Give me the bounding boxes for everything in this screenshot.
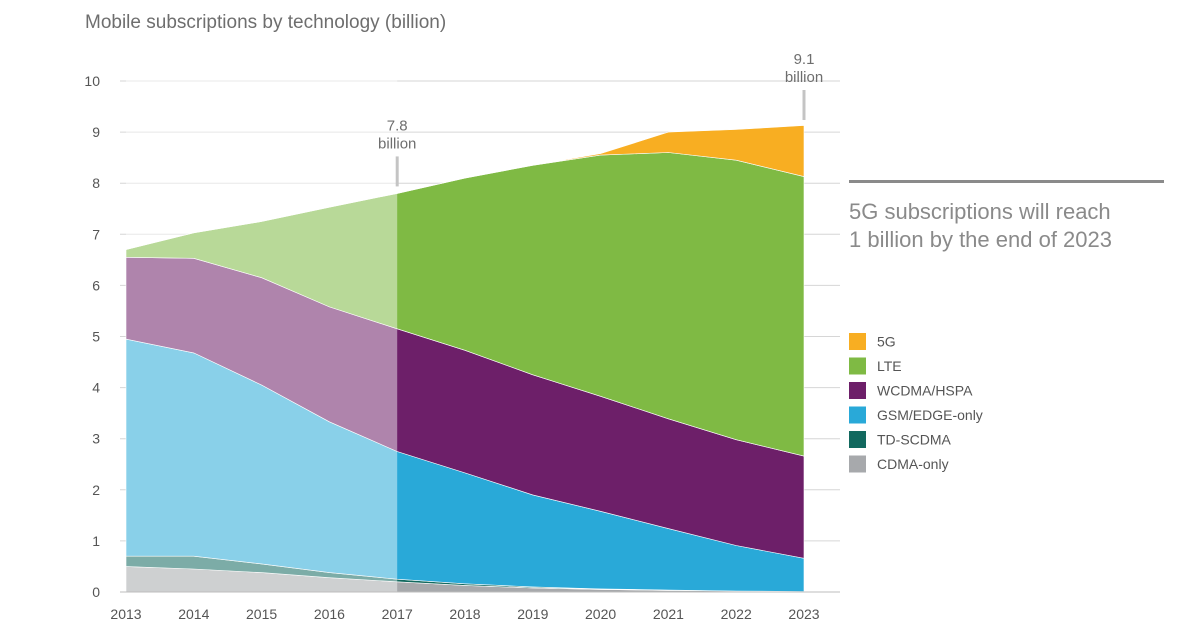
legend-label-cdma-only: CDMA-only <box>877 456 949 472</box>
legend-label-td-scdma: TD-SCDMA <box>877 432 952 448</box>
headline-line-2: 1 billion by the end of 2023 <box>849 227 1112 252</box>
legend-swatch-gsm-edge-only <box>849 406 866 424</box>
annotation-value: 7.8 <box>387 117 408 134</box>
area-5g <box>125 125 805 250</box>
history-overlay-layer <box>126 71 398 592</box>
x-tick-label: 2017 <box>382 606 413 622</box>
y-tick-label: 8 <box>92 175 100 191</box>
axis-layer: 0 1 2 3 4 5 6 7 8 9 10 2013 2014 2015 2016 2017 2018 2019… <box>84 73 840 622</box>
area-layer <box>125 125 805 593</box>
x-tick-label: 2022 <box>721 606 752 622</box>
headline-line-1: 5G subscriptions will reach <box>849 199 1111 224</box>
y-tick-label: 5 <box>92 329 100 345</box>
legend-swatch-td-scdma <box>849 431 866 448</box>
legend-label-gsm-edge-only: GSM/EDGE-only <box>877 407 983 423</box>
y-tick-label: 2 <box>92 482 100 498</box>
legend-label-wcdma-hspa: WCDMA/HSPA <box>877 383 973 399</box>
y-tick-label: 1 <box>92 533 100 549</box>
legend-layer: 5G LTE WCDMA/HSPA GSM/EDGE-only TD-SCDMA CDMA… <box>849 333 983 473</box>
headline: 5G subscriptions will reach 1 billion by… <box>849 198 1179 254</box>
legend-swatch-cdma-only <box>849 455 866 473</box>
headline-divider <box>849 180 1164 183</box>
chart-title: Mobile subscriptions by technology (bill… <box>85 12 446 33</box>
legend-swatch-5g <box>849 333 866 350</box>
x-tick-label: 2013 <box>110 606 141 622</box>
x-tick-label: 2016 <box>314 606 345 622</box>
x-tick-label: 2018 <box>449 606 480 622</box>
legend-swatch-lte <box>849 357 866 375</box>
y-tick-label: 4 <box>92 380 100 396</box>
x-tick-label: 2021 <box>653 606 684 622</box>
annotation-unit: billion <box>785 69 823 86</box>
x-tick-label: 2020 <box>585 606 616 622</box>
x-tick-label: 2014 <box>178 606 209 622</box>
y-tick-label: 0 <box>92 584 100 600</box>
legend-swatch-wcdma-hspa <box>849 382 866 399</box>
y-tick-label: 6 <box>92 277 100 293</box>
annotation-value: 9.1 <box>794 51 815 68</box>
y-tick-label: 7 <box>92 226 100 242</box>
x-tick-label: 2015 <box>246 606 277 622</box>
x-tick-label: 2023 <box>788 606 819 622</box>
x-tick-label: 2019 <box>517 606 548 622</box>
annotation-unit: billion <box>378 135 416 152</box>
y-tick-label: 10 <box>84 73 100 89</box>
y-tick-label: 9 <box>92 124 100 140</box>
legend-label-lte: LTE <box>877 358 902 374</box>
legend-label-5g: 5G <box>877 334 896 350</box>
y-tick-label: 3 <box>92 431 100 447</box>
historical-overlay <box>126 71 398 592</box>
